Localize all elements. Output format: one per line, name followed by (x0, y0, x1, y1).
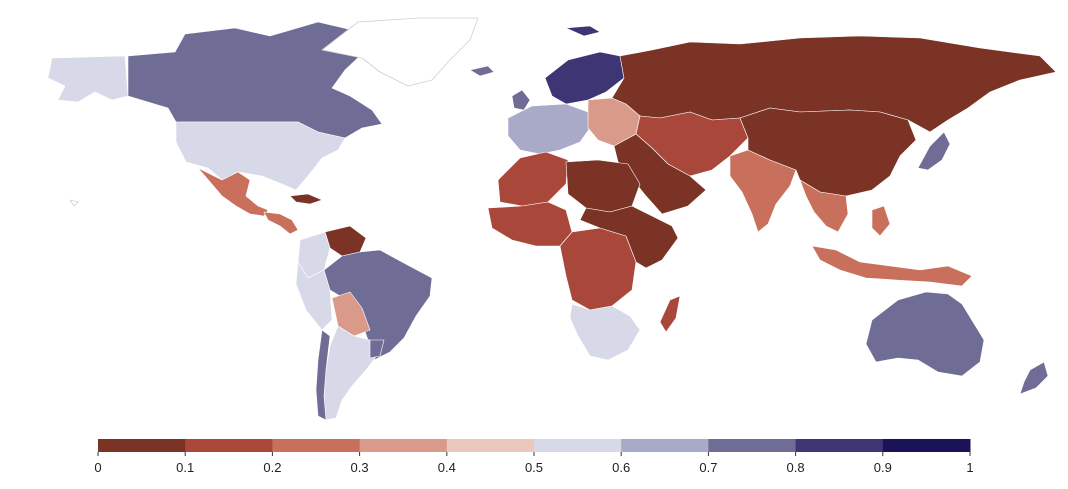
legend-tick-label-6: 0.6 (612, 460, 630, 475)
region-china (739, 107, 917, 197)
region-greenland (321, 17, 479, 87)
region-alaska (47, 55, 129, 103)
region-chile (315, 329, 331, 421)
region-australia (865, 291, 985, 377)
legend-bin-6 (621, 439, 709, 452)
legend-tick-labels: 0 0.1 0.2 0.3 0.4 0.5 0.6 0.7 0.8 0.9 1 (94, 460, 973, 475)
legend-bin-2 (272, 439, 361, 452)
legend-color-bins (98, 439, 971, 452)
region-iceland (469, 65, 495, 77)
region-libya-egypt (565, 159, 641, 213)
legend-tick-label-9: 0.9 (874, 460, 892, 475)
legend-bin-1 (185, 439, 273, 452)
region-uruguay (369, 339, 385, 359)
legend-tick-label-0: 0 (94, 460, 101, 475)
legend-bin-0 (98, 439, 186, 452)
region-uk (511, 89, 531, 111)
color-scale-legend: 0 0.1 0.2 0.3 0.4 0.5 0.6 0.7 0.8 0.9 1 (94, 439, 974, 475)
region-western-europe (507, 103, 591, 155)
legend-bin-3 (359, 439, 448, 452)
legend-bin-5 (534, 439, 622, 452)
region-peru (295, 261, 333, 331)
legend-tick-label-10: 1 (966, 460, 973, 475)
region-central-america (263, 211, 299, 235)
legend-tick-label-2: 0.2 (263, 460, 281, 475)
legend-bin-9 (882, 439, 971, 452)
region-scandinavia (544, 51, 625, 105)
region-new-zealand (1019, 361, 1049, 395)
region-svalbard (565, 25, 601, 37)
region-east-africa (579, 205, 679, 269)
region-mexico (197, 167, 269, 217)
region-venezuela (324, 225, 367, 257)
legend-tick-label-8: 0.8 (787, 460, 805, 475)
region-central-africa (559, 227, 637, 311)
region-madagascar (659, 295, 681, 333)
region-indonesia (811, 245, 973, 287)
region-brazil (323, 249, 433, 361)
region-southern-africa (569, 303, 641, 361)
region-cuba (289, 193, 323, 205)
legend-bin-7 (708, 439, 797, 452)
legend-bin-4 (446, 439, 535, 452)
legend-tick-label-5: 0.5 (525, 460, 543, 475)
legend-bin-8 (795, 439, 884, 452)
region-hawaii (69, 199, 79, 207)
region-west-africa (487, 201, 573, 247)
legend-tick-label-4: 0.4 (438, 460, 456, 475)
legend-tick-marks (97, 452, 971, 456)
region-philippines (871, 205, 891, 237)
region-japan (917, 131, 951, 171)
region-north-africa (497, 151, 569, 207)
region-southeast-asia (799, 179, 849, 233)
map-regions (47, 17, 1057, 421)
region-usa (175, 121, 346, 191)
legend-tick-label-3: 0.3 (351, 460, 369, 475)
legend-tick-label-1: 0.1 (176, 460, 194, 475)
legend-tick-label-7: 0.7 (699, 460, 717, 475)
